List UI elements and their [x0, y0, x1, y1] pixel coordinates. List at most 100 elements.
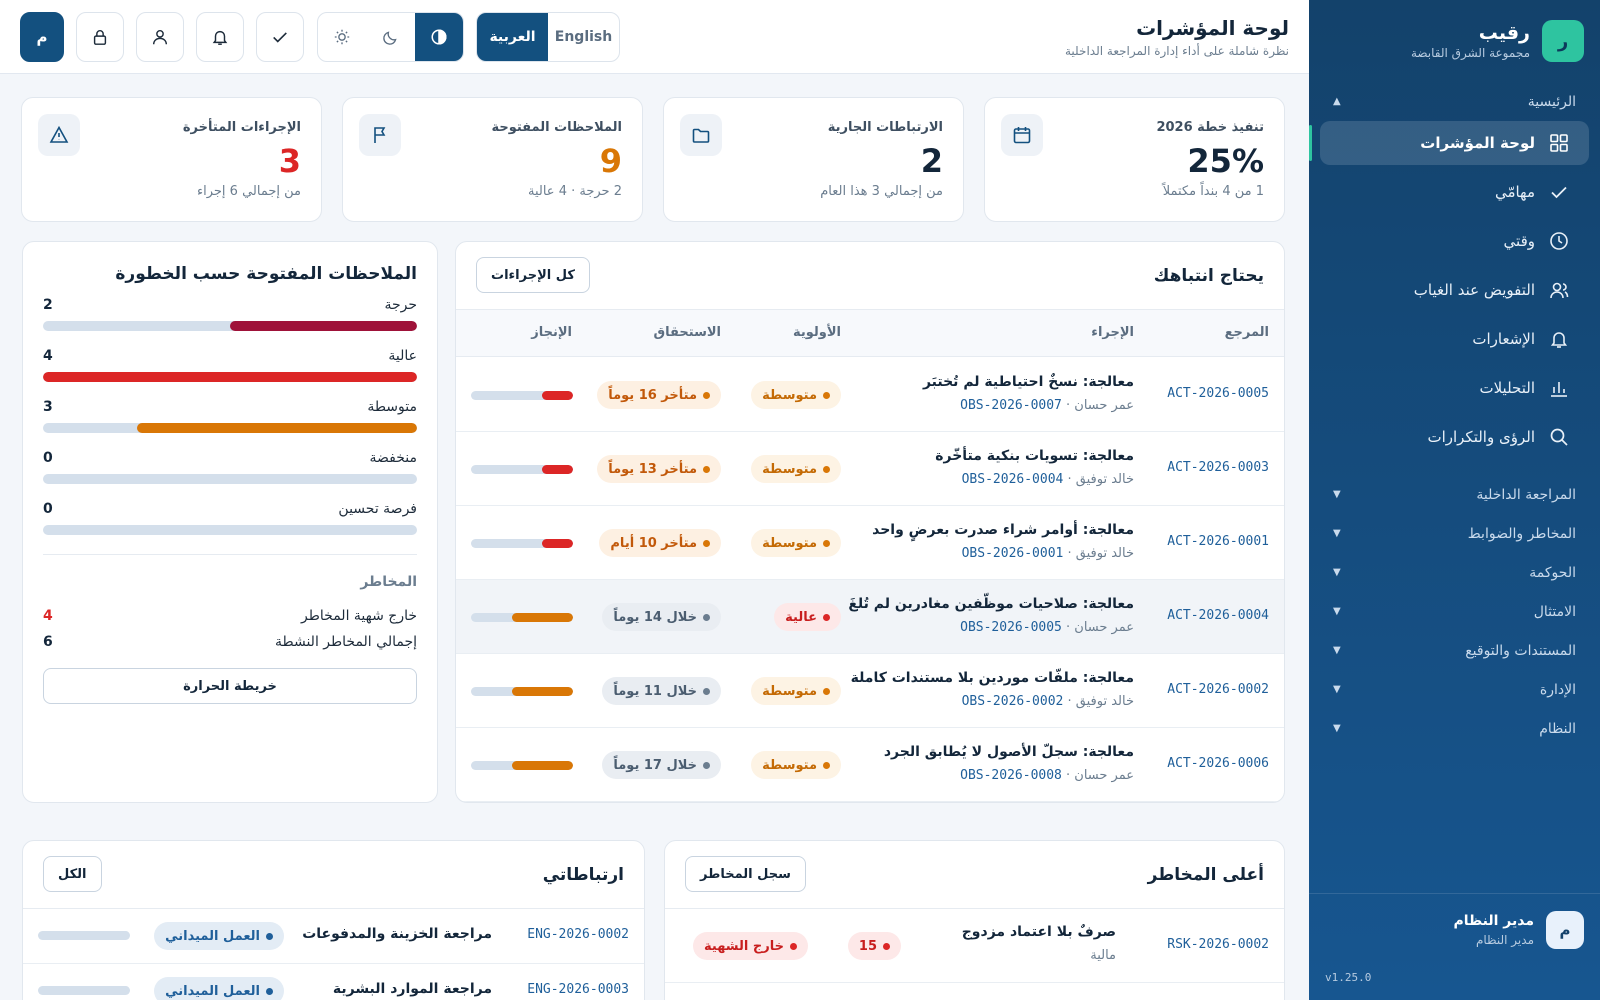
- sidebar-item-dashboard[interactable]: لوحة المؤشرات: [1309, 121, 1589, 165]
- due-badge: متأخر 16 يوماً: [597, 381, 721, 409]
- severity-bar: [43, 423, 417, 433]
- all-engagements-button[interactable]: الكل: [43, 856, 102, 892]
- sidebar-item-label: التفويض عند الغياب: [1413, 281, 1535, 299]
- user-delegate-icon: [1550, 282, 1569, 299]
- kpi-card-engagements[interactable]: الارتباطات الجارية 2 من إجمالي 3 هذا الع…: [663, 97, 964, 222]
- sidebar-item-notifications[interactable]: الإشعارات: [1320, 317, 1589, 361]
- action-title: معالجة: أوامر شراء صدرت بعرضٍ واحد: [872, 522, 1134, 538]
- engagement-phase: العمل الميداني: [165, 928, 260, 944]
- nav-section-governance[interactable]: الحوكمة ▼: [1309, 553, 1600, 592]
- kpi-value: 3: [278, 142, 301, 180]
- action-meta: عمر حسان · OBS-2026-0007: [960, 398, 1134, 413]
- engagement-title: مراجعة الموارد البشرية: [332, 981, 492, 997]
- action-meta: خالد توفيق · OBS-2026-0001: [961, 546, 1134, 561]
- action-owner: عمر حسان: [1074, 398, 1134, 413]
- action-ref[interactable]: ACT-2026-0004: [1167, 608, 1269, 623]
- user-avatar-button[interactable]: م: [20, 12, 64, 62]
- action-owner: عمر حسان: [1074, 768, 1134, 783]
- priority-label: متوسطة: [762, 387, 817, 403]
- language-switcher: English العربية: [476, 12, 620, 62]
- col-action: الإجراء: [1091, 325, 1134, 340]
- severity-card: الملاحظات المفتوحة حسب الخطورة حرجة 2 عالي…: [22, 241, 438, 803]
- sidebar-item-insights[interactable]: الرؤى والتكرارات: [1320, 415, 1589, 459]
- action-ref[interactable]: ACT-2026-0005: [1167, 386, 1269, 401]
- due-badge: متأخر 10 أيام: [599, 529, 721, 557]
- table-row[interactable]: ACT-2026-0006 معالجة: سجلّ الأصول لا يُطا…: [456, 728, 1284, 802]
- divider: [43, 554, 417, 555]
- light-theme-button[interactable]: [318, 13, 366, 61]
- risk-row[interactable]: RSK-2026-0002 صرفٌ بلا اعتماد مزدوج مالي…: [665, 909, 1284, 983]
- table-row[interactable]: ACT-2026-0001 معالجة: أوامر شراء صدرت بعر…: [456, 506, 1284, 580]
- action-ref[interactable]: ACT-2026-0002: [1167, 682, 1269, 697]
- kpi-label: الملاحظات المفتوحة: [491, 120, 622, 135]
- sidebar-item-my-tasks[interactable]: مهامّي: [1320, 170, 1589, 214]
- brand-subtitle: مجموعة الشرق القابضة: [1410, 46, 1530, 60]
- col-due: الاستحقاق: [653, 325, 721, 340]
- priority-label: متوسطة: [762, 683, 817, 699]
- all-actions-button[interactable]: كل الإجراءات: [476, 257, 590, 293]
- lang-arabic-button[interactable]: العربية: [477, 13, 548, 61]
- engagement-ref[interactable]: ENG-2026-0002: [527, 927, 629, 942]
- table-row[interactable]: ACT-2026-0005 معالجة: نسخٌ احتياطية لم تُ…: [456, 358, 1284, 432]
- nav-section-label: المستندات والتوقيع: [1465, 642, 1576, 659]
- notifications-button[interactable]: [196, 12, 244, 62]
- nav-section-administration[interactable]: الإدارة ▼: [1309, 670, 1600, 709]
- risk-ref[interactable]: RSK-2026-0002: [1167, 937, 1269, 952]
- action-ref[interactable]: ACT-2026-0006: [1167, 756, 1269, 771]
- lang-english-button[interactable]: English: [554, 29, 613, 45]
- chevron-down-icon: ▼: [1333, 489, 1341, 500]
- check-icon: [273, 32, 287, 43]
- nav-section-system[interactable]: النظام ▼: [1309, 709, 1600, 748]
- profile-button[interactable]: [136, 12, 184, 62]
- nav-section-main[interactable]: الرئيسية ▲: [1309, 82, 1600, 121]
- nav-section-label: المراجعة الداخلية: [1476, 486, 1576, 503]
- progress-bar: [471, 761, 573, 770]
- action-ref[interactable]: ACT-2026-0001: [1167, 534, 1269, 549]
- sidebar-item-my-time[interactable]: وقتي: [1320, 219, 1589, 263]
- nav-section-label: الرئيسية: [1527, 93, 1576, 110]
- due-label: متأخر 16 يوماً: [608, 387, 697, 403]
- engagement-ref[interactable]: ENG-2026-0003: [527, 982, 629, 997]
- action-title: معالجة: سجلّ الأصول لا يُطابق الجرد: [883, 744, 1134, 760]
- current-user[interactable]: م مدير النظام مدير النظام: [1309, 894, 1600, 949]
- chevron-down-icon: ▼: [1333, 723, 1341, 734]
- heatmap-button[interactable]: خريطة الحرارة: [43, 668, 417, 704]
- theme-switcher: [317, 12, 464, 62]
- risk-score: 15: [858, 938, 877, 954]
- chevron-up-icon: ▲: [1333, 96, 1341, 107]
- sidebar-item-delegation[interactable]: التفويض عند الغياب: [1320, 268, 1589, 312]
- table-row[interactable]: ACT-2026-0003 معالجة: تسويات بنكية متأخّر…: [456, 432, 1284, 506]
- action-ref[interactable]: ACT-2026-0003: [1167, 460, 1269, 475]
- action-title: معالجة: نسخٌ احتياطية لم تُختبَر: [922, 374, 1134, 390]
- kpi-card-overdue[interactable]: الإجراءات المتأخرة 3 من إجمالي 6 إجراء: [21, 97, 322, 222]
- status-dot: [823, 391, 830, 399]
- risk-register-button[interactable]: سجل المخاطر: [685, 856, 806, 892]
- observation-ref: OBS-2026-0002: [961, 694, 1064, 709]
- risk-score-badge: 15: [847, 932, 901, 960]
- kpi-card-plan[interactable]: تنفيذ خطة 2026 25% 1 من 4 بنداً مكتملاً: [984, 97, 1285, 222]
- progress-fill: [511, 761, 573, 770]
- status-dot: [703, 391, 710, 399]
- dark-theme-button[interactable]: [366, 13, 414, 61]
- table-row[interactable]: ACT-2026-0004 معالجة: صلاحيات موظّفين مغا…: [456, 580, 1284, 654]
- severity-bar: [43, 321, 417, 331]
- nav-section-risks-controls[interactable]: المخاطر والضوابط ▼: [1309, 514, 1600, 553]
- nav-section-internal-audit[interactable]: المراجعة الداخلية ▼: [1309, 475, 1600, 514]
- chevron-down-icon: ▼: [1333, 606, 1341, 617]
- sidebar-item-analytics[interactable]: التحليلات: [1320, 366, 1589, 410]
- table-row[interactable]: ACT-2026-0002 معالجة: ملفّات موردين بلا م…: [456, 654, 1284, 728]
- engagement-row[interactable]: ENG-2026-0002 مراجعة الخزينة والمدفوعات …: [23, 909, 644, 964]
- tasks-button[interactable]: [256, 12, 304, 62]
- contrast-theme-button[interactable]: [414, 13, 463, 61]
- nav-section-documents[interactable]: المستندات والتوقيع ▼: [1309, 631, 1600, 670]
- observation-ref: OBS-2026-0007: [960, 398, 1062, 413]
- lock-button[interactable]: [76, 12, 124, 62]
- sidebar-item-label: الرؤى والتكرارات: [1427, 428, 1535, 446]
- engagement-row[interactable]: ENG-2026-0003 مراجعة الموارد البشرية الع…: [23, 964, 644, 1000]
- severity-row: متوسطة 3: [43, 399, 417, 439]
- kpi-card-observations[interactable]: الملاحظات المفتوحة 9 2 حرجة · 4 عالية: [342, 97, 643, 222]
- priority-badge: متوسطة: [751, 751, 841, 779]
- severity-row: حرجة 2: [43, 297, 417, 337]
- brand: ر رقيب مجموعة الشرق القابضة: [1309, 0, 1600, 82]
- nav-section-compliance[interactable]: الامتثال ▼: [1309, 592, 1600, 631]
